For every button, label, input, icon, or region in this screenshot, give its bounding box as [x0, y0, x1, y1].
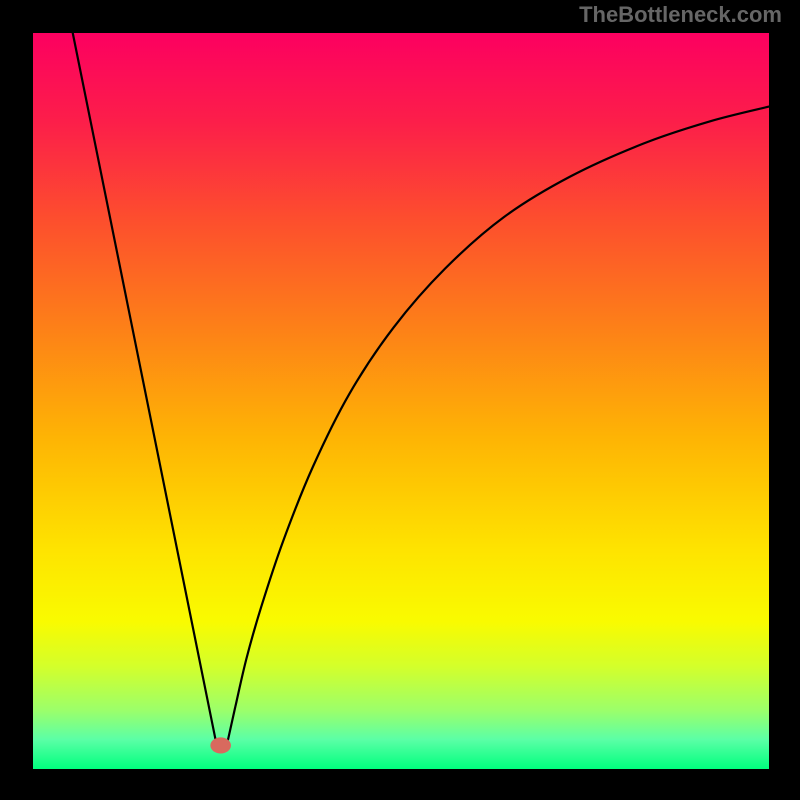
chart-root: TheBottleneck.com: [0, 0, 800, 800]
bottleneck-marker: [210, 737, 231, 753]
chart-svg: [0, 0, 800, 800]
watermark-label: TheBottleneck.com: [579, 2, 782, 28]
plot-area: [33, 33, 769, 769]
